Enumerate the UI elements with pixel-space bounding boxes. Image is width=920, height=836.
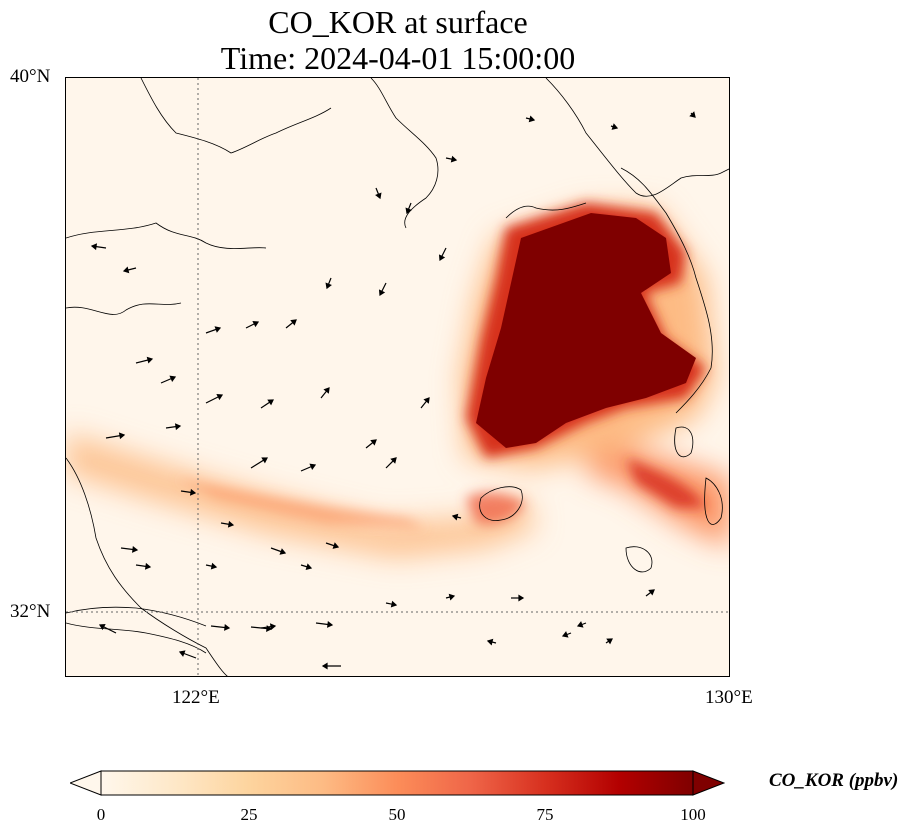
- wind-arrow-head: [375, 192, 382, 200]
- map-title: CO_KOR at surface Time: 2024-04-01 15:00…: [0, 4, 796, 76]
- wind-arrow-head: [216, 393, 224, 401]
- wind-arrow-head: [327, 620, 334, 628]
- title-line-1: CO_KOR at surface: [268, 4, 528, 40]
- wind-arrow-head: [98, 623, 106, 631]
- wind-arrow-head: [451, 513, 459, 521]
- lat-tick-40n: 40°N: [10, 66, 51, 87]
- wind-arrow-head: [390, 600, 398, 608]
- wind-arrow-head: [438, 254, 446, 262]
- wind-arrow-head: [611, 123, 619, 130]
- colorbar-tick-100: 100: [680, 805, 706, 824]
- wind-arrow-head: [423, 397, 430, 404]
- wind-arrow-head: [279, 548, 287, 555]
- colorbar-tick-75: 75: [536, 805, 554, 824]
- wind-arrow-head: [132, 545, 139, 553]
- wind-arrow-head: [290, 319, 297, 326]
- colorbar-min-extend: [70, 770, 102, 796]
- wind-arrow-head: [169, 375, 177, 382]
- wind-arrow-head: [405, 207, 412, 215]
- wind-arrow-head: [224, 624, 231, 631]
- colorbar-label: CO_KOR (ppbv): [769, 770, 899, 791]
- wind-arrow-head: [576, 621, 584, 628]
- wind-arrow-head: [378, 289, 386, 297]
- wind-arrow-head: [325, 282, 332, 290]
- wind-arrow-head: [214, 326, 222, 333]
- coastlines: [66, 78, 729, 676]
- colorbar: [70, 770, 725, 796]
- colorbar-tick-0: 0: [96, 805, 106, 824]
- lon-tick-130e: 130°E: [705, 687, 753, 708]
- wind-arrow-head: [561, 631, 569, 638]
- title-line-2: Time: 2024-04-01 15:00:00: [220, 40, 576, 76]
- wind-arrow-head: [309, 463, 317, 470]
- wind-arrow-head: [321, 662, 328, 670]
- wind-arrow-head: [305, 563, 313, 570]
- colorbar-tick-25: 25: [240, 805, 258, 824]
- wind-arrow-head: [689, 111, 696, 118]
- wind-arrow-head: [178, 650, 186, 657]
- map-panel: [65, 77, 730, 677]
- wind-arrow-head: [189, 488, 197, 496]
- wind-arrow-head: [210, 562, 218, 570]
- wind-vectors: [90, 111, 696, 670]
- colorbar-tick-50: 50: [388, 805, 406, 824]
- wind-arrow-head: [606, 638, 613, 645]
- wind-arrow-head: [90, 243, 98, 251]
- colorbar-max-extend: [692, 770, 725, 796]
- wind-arrow-head: [267, 399, 274, 406]
- wind-arrow-head: [323, 387, 330, 394]
- wind-arrow-head: [528, 115, 536, 123]
- wind-arrow-head: [174, 423, 182, 431]
- wind-arrow-head: [486, 638, 494, 646]
- wind-arrow-head: [448, 593, 456, 601]
- wind-arrow-head: [118, 432, 126, 440]
- wind-arrow-head: [332, 542, 340, 549]
- colorbar-gradient: [100, 770, 694, 796]
- wind-arrow-head: [450, 155, 458, 163]
- lon-tick-122e: 122°E: [172, 687, 220, 708]
- concentration-field: [66, 203, 729, 558]
- gridlines: [66, 78, 729, 676]
- wind-arrow-head: [518, 594, 525, 602]
- wind-arrow-head: [390, 457, 397, 464]
- wind-arrow-head: [144, 562, 152, 570]
- wind-arrow-head: [252, 320, 260, 328]
- map-canvas: [66, 78, 729, 676]
- wind-arrow-head: [648, 589, 655, 596]
- wind-arrow-head: [370, 439, 377, 446]
- wind-arrow-head: [227, 520, 235, 528]
- wind-arrow-head: [261, 457, 268, 464]
- wind-arrow-head: [122, 266, 130, 274]
- lat-tick-32n: 32°N: [10, 601, 51, 622]
- wind-arrow-head: [269, 623, 277, 631]
- wind-arrow-head: [146, 356, 154, 364]
